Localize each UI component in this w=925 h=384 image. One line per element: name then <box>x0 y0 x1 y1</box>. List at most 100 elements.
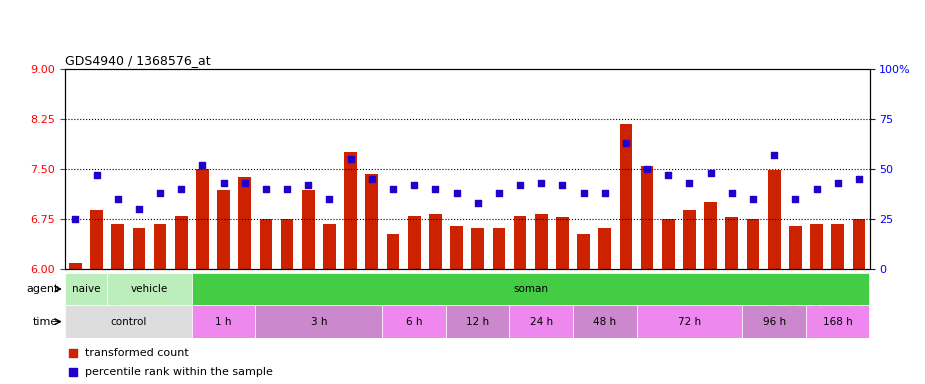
Point <box>407 182 422 188</box>
Bar <box>86 69 107 269</box>
Bar <box>387 234 400 269</box>
Bar <box>175 215 188 269</box>
Bar <box>467 69 488 269</box>
Bar <box>573 69 594 269</box>
Bar <box>260 219 272 269</box>
Bar <box>319 69 340 269</box>
Point <box>640 166 655 172</box>
Point <box>238 180 253 186</box>
Bar <box>446 69 467 269</box>
Bar <box>746 219 759 269</box>
Bar <box>217 190 230 269</box>
Bar <box>302 190 314 269</box>
Bar <box>323 223 336 269</box>
Point <box>767 152 782 158</box>
Point <box>66 350 80 356</box>
Bar <box>277 69 298 269</box>
Bar <box>450 225 462 269</box>
Bar <box>488 69 510 269</box>
FancyBboxPatch shape <box>191 273 870 305</box>
Text: time: time <box>33 316 58 327</box>
Bar <box>69 263 81 269</box>
Point <box>534 180 549 186</box>
FancyBboxPatch shape <box>573 305 636 338</box>
Text: transformed count: transformed count <box>85 348 189 358</box>
Bar <box>806 69 827 269</box>
Bar <box>365 174 378 269</box>
Point <box>724 190 739 196</box>
FancyBboxPatch shape <box>446 305 510 338</box>
Bar <box>598 228 611 269</box>
Bar <box>281 219 293 269</box>
FancyBboxPatch shape <box>636 305 743 338</box>
Point <box>703 170 718 176</box>
Text: 1 h: 1 h <box>216 316 232 327</box>
Bar <box>636 69 658 269</box>
Text: percentile rank within the sample: percentile rank within the sample <box>85 367 273 377</box>
Bar <box>65 69 86 269</box>
Bar <box>620 124 633 269</box>
Bar <box>170 69 191 269</box>
Point <box>131 206 146 212</box>
Bar <box>129 69 150 269</box>
Bar <box>191 69 213 269</box>
Point <box>110 196 125 202</box>
Text: 3 h: 3 h <box>311 316 327 327</box>
Point <box>216 180 231 186</box>
Bar <box>403 69 425 269</box>
FancyBboxPatch shape <box>107 273 191 305</box>
Bar <box>344 152 357 269</box>
Bar <box>382 69 403 269</box>
Text: vehicle: vehicle <box>130 284 168 294</box>
Bar <box>641 166 653 269</box>
Text: 72 h: 72 h <box>678 316 701 327</box>
Point <box>682 180 697 186</box>
Point <box>153 190 167 196</box>
Bar <box>255 69 277 269</box>
Point <box>555 182 570 188</box>
Point <box>491 190 506 196</box>
Text: soman: soman <box>513 284 549 294</box>
Bar <box>196 169 209 269</box>
Point <box>174 186 189 192</box>
Point <box>788 196 803 202</box>
Text: GDS4940 / 1368576_at: GDS4940 / 1368576_at <box>65 53 210 66</box>
Bar <box>594 69 615 269</box>
Bar <box>492 228 505 269</box>
Bar <box>768 170 781 269</box>
Bar <box>472 228 484 269</box>
Bar <box>535 214 548 269</box>
Point <box>831 180 845 186</box>
Bar <box>827 69 848 269</box>
Bar <box>704 202 717 269</box>
Bar <box>429 214 442 269</box>
Bar <box>577 234 590 269</box>
Point <box>576 190 591 196</box>
Bar <box>239 177 251 269</box>
Bar <box>725 217 738 269</box>
Point <box>386 186 401 192</box>
Point <box>322 196 337 202</box>
Bar <box>213 69 234 269</box>
Point <box>343 156 358 162</box>
Bar <box>510 69 531 269</box>
Point <box>660 172 675 178</box>
FancyBboxPatch shape <box>510 305 573 338</box>
Text: 48 h: 48 h <box>593 316 616 327</box>
Point <box>852 176 867 182</box>
Point <box>364 176 379 182</box>
Bar <box>662 219 674 269</box>
Point <box>68 216 82 222</box>
Point <box>809 186 824 192</box>
Bar <box>513 215 526 269</box>
Bar <box>764 69 784 269</box>
Text: 6 h: 6 h <box>406 316 423 327</box>
Bar <box>684 210 696 269</box>
Point <box>598 190 612 196</box>
Bar <box>848 69 869 269</box>
Text: 12 h: 12 h <box>466 316 489 327</box>
Bar <box>832 223 845 269</box>
FancyBboxPatch shape <box>743 305 806 338</box>
Bar <box>90 210 103 269</box>
Bar <box>658 69 679 269</box>
